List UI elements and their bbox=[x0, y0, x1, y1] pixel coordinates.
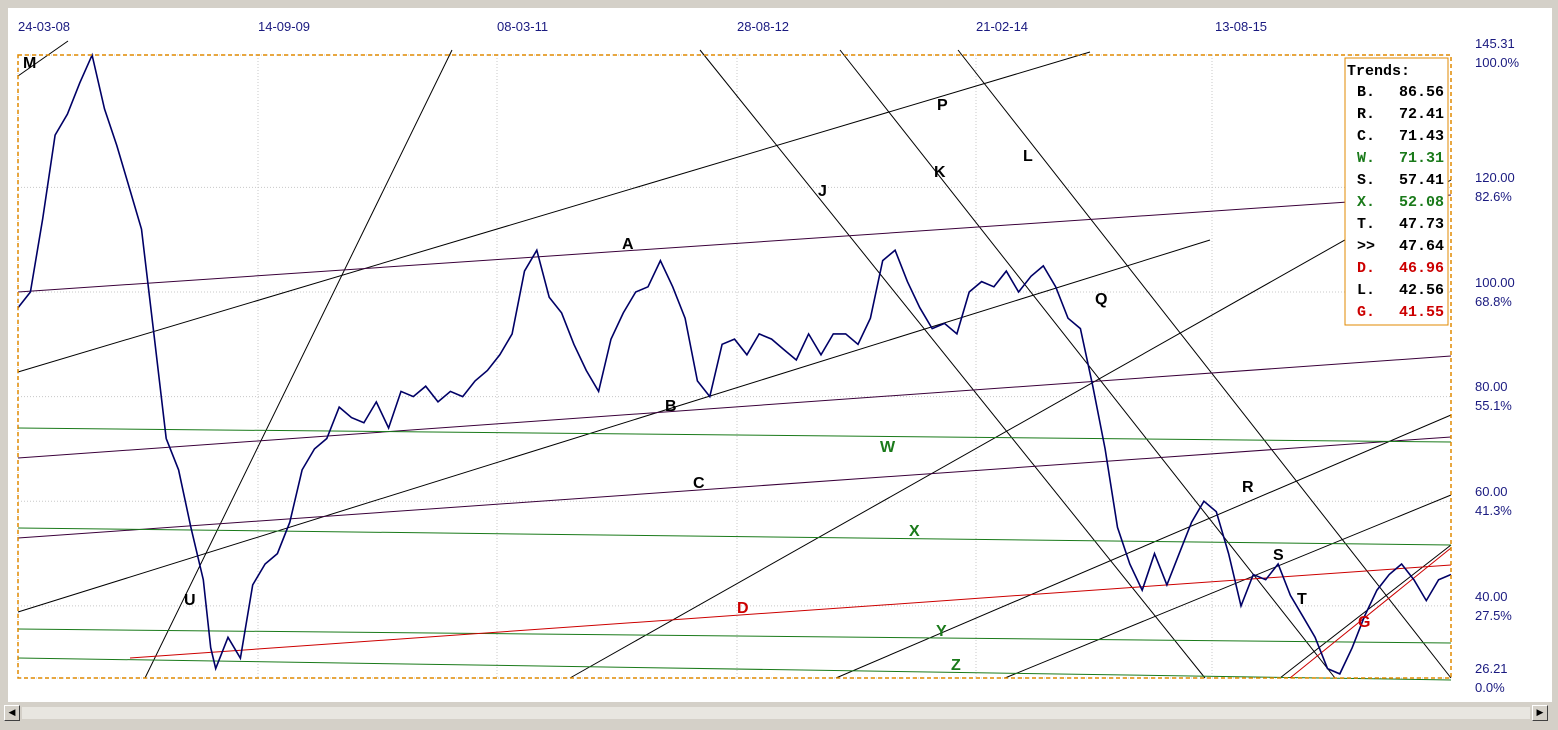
trendline bbox=[17, 194, 1452, 293]
price-series-line bbox=[17, 52, 1452, 675]
y-tick-percent-label: 0.0% bbox=[1475, 680, 1505, 695]
y-tick-price-label: 60.00 bbox=[1475, 484, 1508, 499]
x-tick-label: 13-08-15 bbox=[1215, 19, 1267, 34]
y-tick-percent-label: 100.0% bbox=[1475, 55, 1520, 70]
trend-label-b: B bbox=[665, 398, 677, 415]
trend-item-label: B. bbox=[1357, 84, 1375, 101]
trend-item-value: 47.64 bbox=[1399, 238, 1444, 255]
trendline bbox=[17, 51, 1091, 373]
y-tick-price-label: 120.00 bbox=[1475, 170, 1515, 185]
x-tick-label: 28-08-12 bbox=[737, 19, 789, 34]
trendline bbox=[1289, 547, 1452, 679]
trend-label-l: L bbox=[1023, 148, 1033, 165]
trend-item-label: X. bbox=[1357, 194, 1375, 211]
y-tick-price-label: 26.21 bbox=[1475, 661, 1508, 676]
trend-label-g: G bbox=[1358, 614, 1370, 631]
trend-item-value: 46.96 bbox=[1399, 260, 1444, 277]
trend-item-label: T. bbox=[1357, 216, 1375, 233]
trendline bbox=[144, 49, 453, 679]
y-tick-percent-label: 82.6% bbox=[1475, 189, 1512, 204]
y-tick-percent-label: 55.1% bbox=[1475, 398, 1512, 413]
trend-item-label: R. bbox=[1357, 106, 1375, 123]
trend-label-w: W bbox=[880, 439, 896, 456]
trend-item-value: 42.56 bbox=[1399, 282, 1444, 299]
trend-item-value: 71.31 bbox=[1399, 150, 1444, 167]
trendline bbox=[17, 355, 1452, 459]
trends-title: Trends: bbox=[1347, 63, 1410, 80]
trend-label-s: S bbox=[1273, 547, 1284, 564]
horizontal-scrollbar[interactable]: ◀ ▶ bbox=[0, 704, 1558, 722]
trend-label-y: Y bbox=[936, 623, 947, 640]
chart-canvas bbox=[8, 8, 1552, 702]
y-tick-price-label: 80.00 bbox=[1475, 379, 1508, 394]
trend-item-label: C. bbox=[1357, 128, 1375, 145]
y-tick-price-label: 40.00 bbox=[1475, 589, 1508, 604]
trend-item-value: 47.73 bbox=[1399, 216, 1444, 233]
trendline bbox=[17, 657, 1452, 681]
x-tick-label: 08-03-11 bbox=[497, 19, 548, 34]
trendline bbox=[17, 628, 1452, 644]
scrollbar-track[interactable] bbox=[22, 707, 1530, 719]
trend-label-q: Q bbox=[1095, 291, 1107, 308]
x-tick-label: 24-03-08 bbox=[18, 19, 70, 34]
x-tick-label: 14-09-09 bbox=[258, 19, 310, 34]
trend-item-value: 41.55 bbox=[1399, 304, 1444, 321]
trend-item-value: 72.41 bbox=[1399, 106, 1444, 123]
trend-label-d: D bbox=[737, 600, 749, 617]
trend-item-value: 52.08 bbox=[1399, 194, 1444, 211]
trends-box bbox=[1344, 57, 1449, 326]
trendline bbox=[17, 527, 1452, 546]
trend-item-label: L. bbox=[1357, 282, 1375, 299]
trendline bbox=[17, 436, 1452, 539]
price-chart: 24-03-08 14-09-09 08-03-11 28-08-12 21-02-14… bbox=[8, 8, 1552, 702]
trend-item-label: G. bbox=[1357, 304, 1375, 321]
trend-label-m: M bbox=[23, 55, 36, 72]
trend-item-value: 86.56 bbox=[1399, 84, 1444, 101]
scroll-left-arrow-icon[interactable]: ◀ bbox=[4, 705, 20, 721]
trend-label-p: P bbox=[937, 97, 948, 114]
plot-frame bbox=[17, 54, 1452, 679]
trend-label-u: U bbox=[184, 592, 196, 609]
trend-item-value: 57.41 bbox=[1399, 172, 1444, 189]
trend-label-r: R bbox=[1242, 479, 1254, 496]
trend-label-a: A bbox=[622, 236, 634, 253]
y-tick-price-label: 145.31 bbox=[1475, 36, 1515, 51]
trend-label-t: T bbox=[1297, 591, 1307, 608]
trendline bbox=[1004, 494, 1452, 679]
trend-item-label: S. bbox=[1357, 172, 1375, 189]
trendline bbox=[699, 49, 1206, 679]
trend-label-x: X bbox=[909, 523, 920, 540]
y-tick-percent-label: 41.3% bbox=[1475, 503, 1512, 518]
trendline bbox=[17, 40, 69, 77]
trend-item-value: 71.43 bbox=[1399, 128, 1444, 145]
trend-label-j: J bbox=[818, 183, 827, 200]
trendline bbox=[957, 49, 1452, 679]
trend-label-z: Z bbox=[951, 657, 961, 674]
trendline bbox=[17, 239, 1211, 613]
trend-item-label: W. bbox=[1357, 150, 1375, 167]
trendline bbox=[129, 564, 1452, 659]
trend-label-k: K bbox=[934, 164, 946, 181]
y-tick-percent-label: 27.5% bbox=[1475, 608, 1512, 623]
scroll-right-arrow-icon[interactable]: ▶ bbox=[1532, 705, 1548, 721]
trend-item-label: D. bbox=[1357, 260, 1375, 277]
y-tick-price-label: 100.00 bbox=[1475, 275, 1515, 290]
trendline bbox=[569, 179, 1452, 679]
trend-item-label: >> bbox=[1357, 238, 1375, 255]
trend-label-c: C bbox=[693, 475, 705, 492]
y-tick-percent-label: 68.8% bbox=[1475, 294, 1512, 309]
trendline bbox=[17, 427, 1452, 443]
x-tick-label: 21-02-14 bbox=[976, 19, 1028, 34]
trendline bbox=[835, 414, 1452, 679]
